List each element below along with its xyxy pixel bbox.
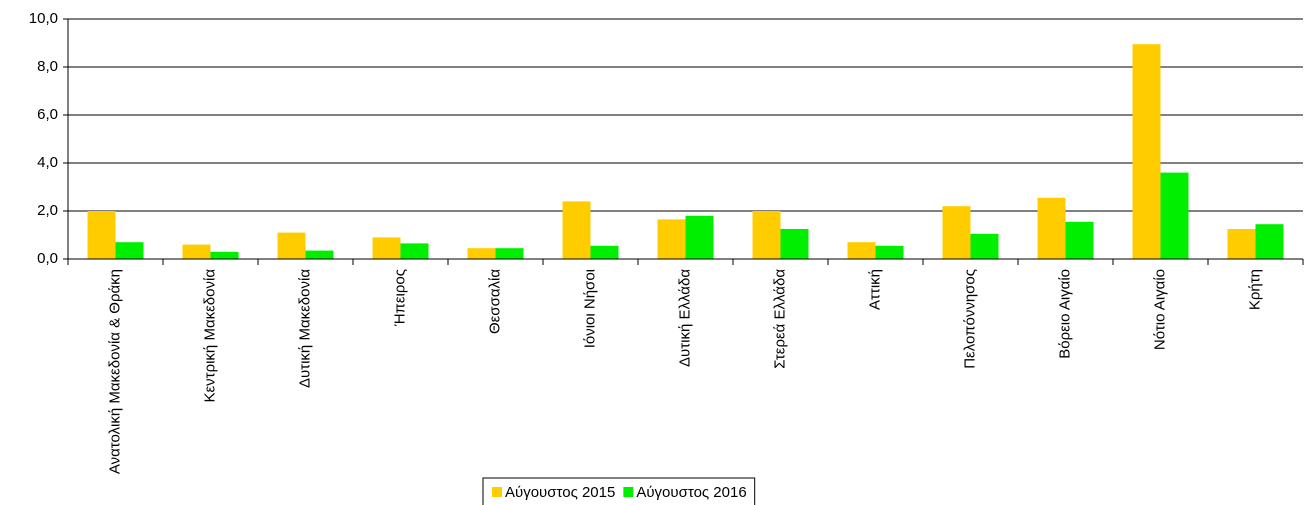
bar	[210, 251, 239, 259]
bar	[1160, 172, 1189, 259]
y-tick-label: 6,0	[37, 106, 58, 123]
bar	[847, 242, 876, 259]
legend-swatch	[492, 487, 502, 497]
bar	[780, 229, 809, 259]
bar	[875, 245, 904, 259]
bar	[685, 215, 714, 259]
x-tick-label: Ιόνιοι Νήσοι	[581, 269, 598, 348]
bar	[467, 248, 496, 259]
x-tick-label: Δυτική Ελλάδα	[676, 269, 693, 367]
bar	[277, 232, 306, 259]
x-tick-label: Δυτική Μακεδονία	[296, 269, 313, 388]
bar	[657, 219, 686, 259]
x-tick-label: Θεσσαλία	[486, 269, 503, 334]
x-tick-label: Ήπειρος	[391, 269, 408, 327]
y-tick-label: 2,0	[37, 202, 58, 219]
legend: Αύγουστος 2015 Αύγουστος 2016	[482, 477, 756, 505]
bar	[115, 242, 144, 259]
bar	[87, 211, 116, 259]
bar	[182, 244, 211, 259]
x-tick-label: Βόρειο Αιγαίο	[1056, 269, 1073, 359]
bar	[1037, 197, 1066, 259]
y-tick-label: 4,0	[37, 154, 58, 171]
legend-box	[482, 477, 756, 505]
bar	[970, 233, 999, 259]
bar	[1132, 44, 1161, 260]
bar	[1065, 221, 1094, 259]
x-tick-label: Αττική	[866, 269, 883, 310]
legend-label: Αύγουστος 2015	[505, 484, 615, 501]
bar	[942, 206, 971, 259]
bar	[495, 248, 524, 259]
legend-swatch	[623, 487, 634, 497]
bar	[752, 211, 781, 259]
bar	[1227, 229, 1256, 259]
y-tick-label: 0,0	[37, 250, 58, 267]
x-tick-label: Πελοπόννησος	[961, 269, 978, 369]
y-tick-label: 8,0	[37, 58, 58, 75]
bar	[590, 245, 619, 259]
bar	[372, 237, 401, 259]
x-tick-label: Κρήτη	[1246, 269, 1263, 310]
y-tick-label: 10,0	[29, 10, 58, 27]
bar	[400, 243, 429, 259]
x-tick-label: Στερεά Ελλάδα	[771, 269, 788, 369]
bar	[562, 201, 591, 259]
x-tick-label: Ανατολική Μακεδονία & Θράκη	[106, 269, 123, 474]
bar	[1255, 224, 1284, 259]
x-tick-label: Νότιο Αιγαίο	[1151, 269, 1168, 350]
x-tick-label: Κεντρική Μακεδονία	[201, 269, 218, 403]
bar	[305, 250, 334, 259]
legend-label: Αύγουστος 2016	[636, 484, 746, 501]
